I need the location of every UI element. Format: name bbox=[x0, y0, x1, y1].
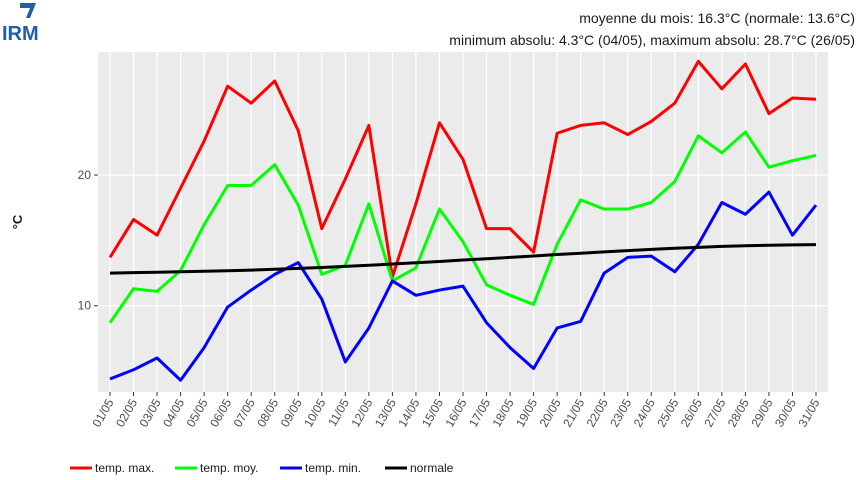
legend-label: temp. max. bbox=[95, 461, 154, 475]
legend-label: normale bbox=[410, 461, 454, 475]
logo-mark bbox=[20, 3, 36, 18]
logo-text: IRM bbox=[2, 23, 39, 45]
series-line bbox=[109, 243, 817, 275]
annotation: minimum absolu: 4.3°C (04/05), maximum a… bbox=[449, 32, 855, 48]
y-tick-label: 10 bbox=[78, 299, 92, 313]
legend-label: temp. min. bbox=[305, 461, 361, 475]
series-line bbox=[108, 59, 817, 279]
y-axis-label: °C bbox=[10, 214, 25, 229]
y-tick-label: 20 bbox=[78, 168, 92, 182]
legend-label: temp. moy. bbox=[200, 461, 258, 475]
series-line bbox=[109, 190, 818, 382]
series-line bbox=[108, 130, 817, 324]
annotation: moyenne du mois: 16.3°C (normale: 13.6°C… bbox=[579, 10, 855, 26]
